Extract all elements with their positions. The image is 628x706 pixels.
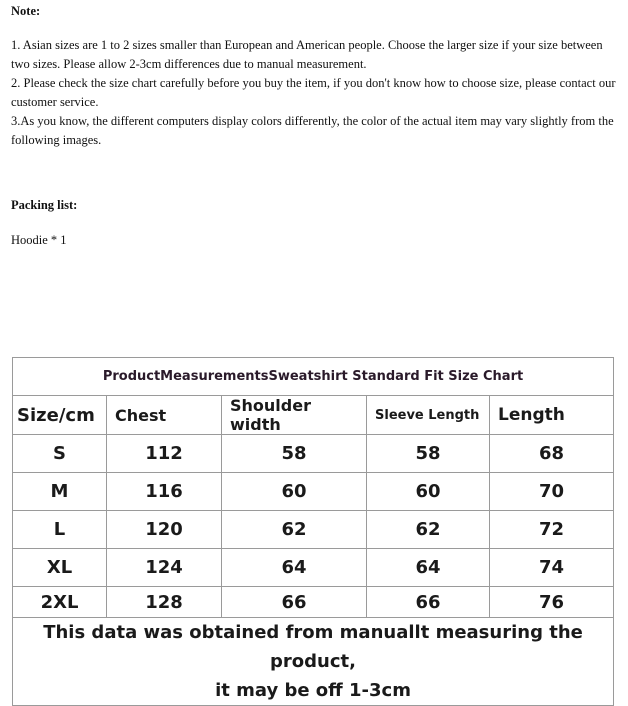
header-sleeve: Sleeve Length	[366, 395, 490, 435]
table-cell: XL	[12, 548, 107, 587]
note-heading: Note:	[11, 4, 41, 18]
table-cell: 62	[221, 510, 367, 549]
table-row: XL 124 64 64 74	[12, 548, 615, 587]
table-cell: 58	[221, 434, 367, 473]
header-size: Size/cm	[12, 395, 107, 435]
table-cell: 112	[106, 434, 222, 473]
packing-item: Hoodie * 1	[11, 233, 67, 247]
table-cell: 74	[488, 548, 615, 587]
note-item-3: 3.As you know, the different computers d…	[11, 114, 614, 147]
packing-heading: Packing list:	[11, 198, 78, 212]
header-shoulder: Shoulder width	[221, 395, 367, 435]
table-row: 2XL 128 66 66 76	[12, 586, 615, 618]
table-cell: 76	[488, 586, 615, 618]
table-cell: 128	[106, 586, 222, 618]
table-cell: 2XL	[12, 586, 107, 618]
table-cell: L	[12, 510, 107, 549]
table-cell: 70	[488, 472, 615, 511]
table-cell: 60	[366, 472, 490, 511]
table-cell: M	[12, 472, 107, 511]
table-cell: 72	[488, 510, 615, 549]
table-cell: 64	[366, 548, 490, 587]
size-chart-footer: This data was obtained from manuallt mea…	[11, 617, 615, 706]
size-chart: ProductMeasurementsSweatshirt Standard F…	[11, 357, 615, 706]
table-row: S 112 58 58 68	[12, 434, 615, 473]
header-length: Length	[488, 395, 615, 435]
header-chest: Chest	[106, 395, 222, 435]
note-item-2: 2. Please check the size chart carefully…	[11, 76, 616, 109]
table-cell: 62	[366, 510, 490, 549]
table-cell: 60	[221, 472, 367, 511]
table-row: M 116 60 60 70	[12, 472, 615, 511]
table-cell: 66	[221, 586, 367, 618]
footer-line-1: This data was obtained from manuallt mea…	[43, 622, 583, 672]
table-cell: 124	[106, 548, 222, 587]
size-chart-title: ProductMeasurementsSweatshirt Standard F…	[11, 357, 615, 396]
footer-line-2: it may be off 1-3cm	[215, 680, 411, 701]
table-cell: 68	[488, 434, 615, 473]
table-cell: S	[12, 434, 107, 473]
note-item-1: 1. Asian sizes are 1 to 2 sizes smaller …	[11, 38, 603, 71]
table-row: L 120 62 62 72	[12, 510, 615, 549]
table-cell: 64	[221, 548, 367, 587]
table-cell: 120	[106, 510, 222, 549]
table-cell: 116	[106, 472, 222, 511]
table-cell: 66	[366, 586, 490, 618]
table-cell: 58	[366, 434, 490, 473]
